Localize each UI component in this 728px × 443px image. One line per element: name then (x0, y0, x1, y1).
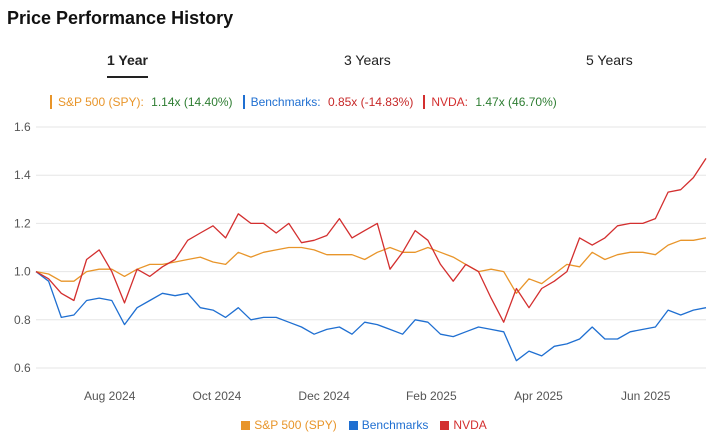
chart-legend: S&P 500 (SPY) Benchmarks NVDA (0, 418, 728, 432)
summary-spy: S&P 500 (SPY): 1.14x (14.40%) (50, 95, 233, 109)
y-tick-label: 1.0 (14, 265, 31, 279)
y-tick-label: 0.8 (14, 313, 31, 327)
legend-label-nvda: NVDA (453, 418, 487, 432)
summary-benchmarks: Benchmarks: 0.85x (-14.83%) (242, 95, 414, 109)
summary-benchmarks-value: 0.85x (-14.83%) (327, 95, 414, 109)
summary-benchmarks-label: Benchmarks: (250, 95, 321, 109)
legend-item-spy[interactable]: S&P 500 (SPY) (241, 418, 337, 432)
x-tick-label: Apr 2025 (514, 389, 563, 403)
price-performance-chart: 0.6 0.8 1.0 1.2 1.4 1.6 Aug 2024 Oct 2024 Dec 20… (14, 120, 707, 403)
summary-nvda-value: 1.47x (46.70%) (475, 95, 557, 109)
legend-label-spy: S&P 500 (SPY) (254, 418, 337, 432)
tab-3-years[interactable]: 3 Years (344, 52, 391, 68)
summary-nvda-label: NVDA: (431, 95, 469, 109)
legend-item-benchmarks[interactable]: Benchmarks (348, 418, 429, 432)
series-line-benchmarks[interactable] (35, 271, 707, 362)
series-line-s-p-500-spy[interactable] (35, 237, 707, 294)
legend-swatch-nvda (440, 420, 450, 430)
y-tick-label: 1.6 (14, 120, 31, 134)
x-tick-label: Feb 2025 (406, 389, 457, 403)
legend-swatch-spy (241, 420, 251, 430)
y-tick-label: 1.2 (14, 216, 31, 230)
legend-label-benchmarks: Benchmarks (361, 418, 429, 432)
x-tick-label: Aug 2024 (84, 389, 136, 403)
summary-nvda: NVDA: 1.47x (46.70%) (423, 95, 557, 109)
page-title: Price Performance History (7, 8, 234, 28)
legend-swatch-benchmarks (348, 420, 358, 430)
series-line-nvda[interactable] (35, 158, 707, 323)
legend-item-nvda[interactable]: NVDA (440, 418, 487, 432)
y-tick-label: 1.4 (14, 168, 31, 182)
performance-summary: S&P 500 (SPY): 1.14x (14.40%) Benchmarks… (50, 95, 567, 109)
x-tick-label: Jun 2025 (621, 389, 671, 403)
x-tick-label: Oct 2024 (193, 389, 242, 403)
y-tick-label: 0.6 (14, 361, 31, 375)
period-tabs: 1 Year 3 Years 5 Years (0, 52, 728, 82)
tab-1-year[interactable]: 1 Year (107, 52, 149, 78)
x-tick-label: Dec 2024 (298, 389, 350, 403)
summary-spy-value: 1.14x (14.40%) (151, 95, 233, 109)
summary-spy-label: S&P 500 (SPY): (58, 95, 144, 109)
tab-5-years[interactable]: 5 Years (586, 52, 633, 68)
